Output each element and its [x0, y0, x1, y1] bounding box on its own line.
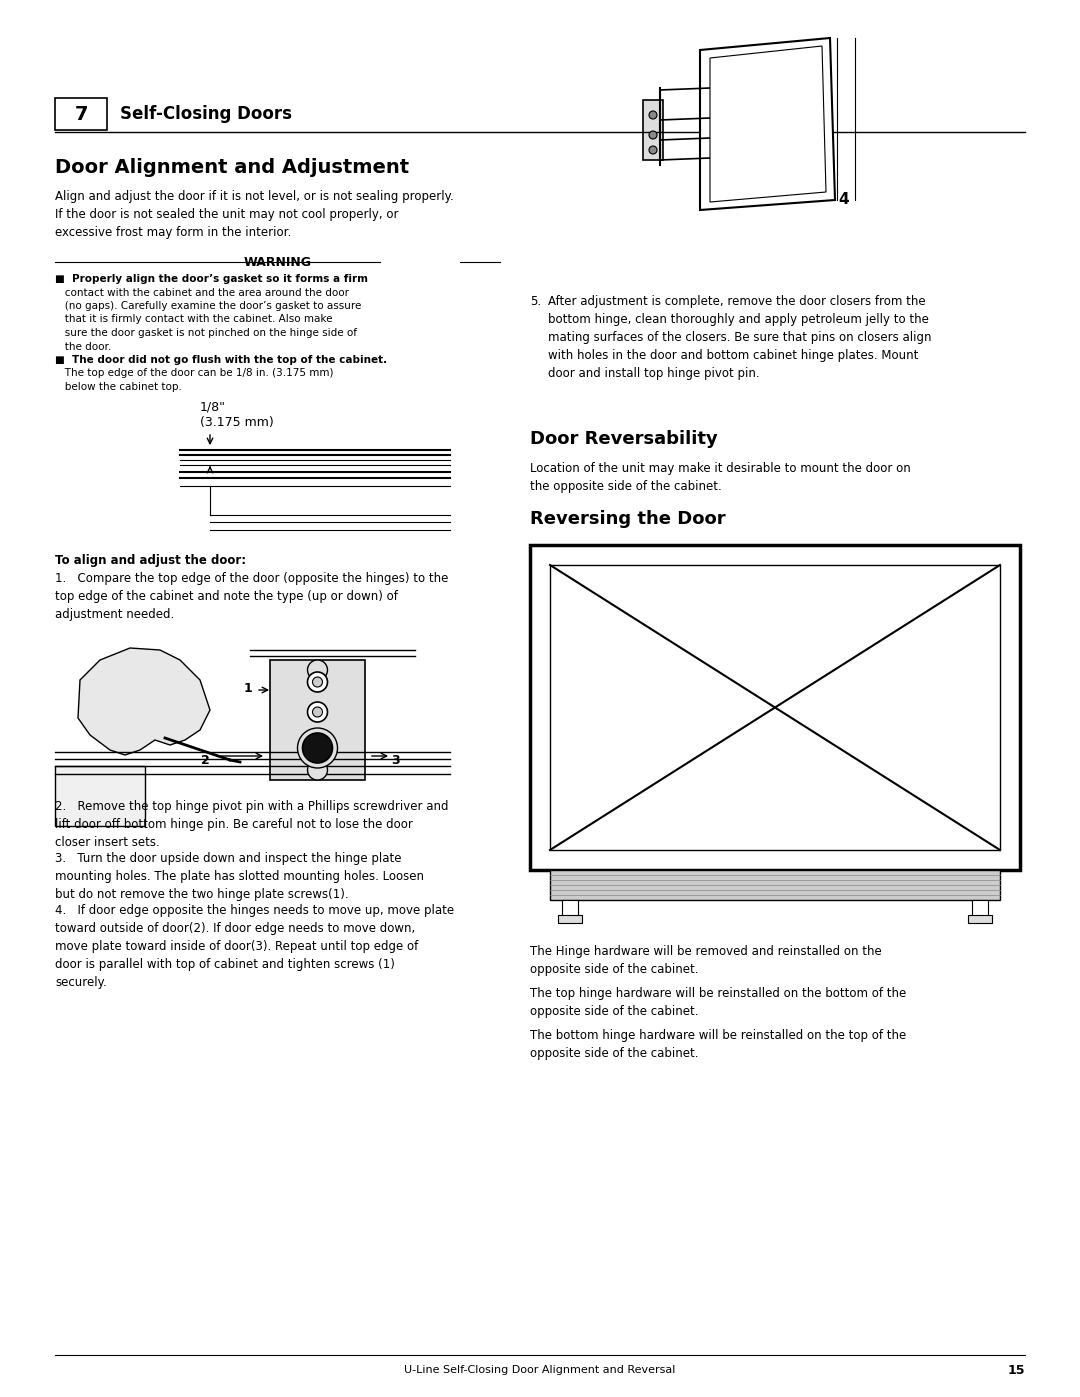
- Text: 1.   Compare the top edge of the door (opposite the hinges) to the
top edge of t: 1. Compare the top edge of the door (opp…: [55, 571, 448, 622]
- Circle shape: [308, 659, 327, 680]
- Text: The top edge of the door can be 1/8 in. (3.175 mm): The top edge of the door can be 1/8 in. …: [55, 369, 334, 379]
- Bar: [550, 564, 1000, 849]
- Circle shape: [312, 678, 323, 687]
- Text: 2: 2: [201, 753, 210, 767]
- Text: the door.: the door.: [55, 341, 111, 352]
- Bar: [643, 101, 663, 161]
- Text: Door Alignment and Adjustment: Door Alignment and Adjustment: [55, 158, 409, 177]
- Text: 5.: 5.: [530, 295, 541, 307]
- Bar: [530, 545, 1020, 870]
- Text: ■  Properly align the door’s gasket so it forms a firm: ■ Properly align the door’s gasket so it…: [55, 274, 368, 284]
- Bar: [968, 915, 993, 923]
- Text: sure the door gasket is not pinched on the hinge side of: sure the door gasket is not pinched on t…: [55, 328, 357, 338]
- Bar: [550, 870, 1000, 900]
- Text: WARNING: WARNING: [243, 256, 311, 268]
- Text: 3: 3: [391, 753, 400, 767]
- Text: Door Reversability: Door Reversability: [530, 430, 718, 448]
- Text: ■  The door did not go flush with the top of the cabinet.: ■ The door did not go flush with the top…: [55, 355, 387, 365]
- Text: The top hinge hardware will be reinstalled on the bottom of the
opposite side of: The top hinge hardware will be reinstall…: [530, 988, 906, 1018]
- Text: Align and adjust the door if it is not level, or is not sealing properly.
If the: Align and adjust the door if it is not l…: [55, 190, 454, 239]
- Polygon shape: [78, 648, 210, 754]
- Text: 4.   If door edge opposite the hinges needs to move up, move plate
toward outsid: 4. If door edge opposite the hinges need…: [55, 904, 454, 989]
- Circle shape: [308, 703, 327, 722]
- Text: 15: 15: [1008, 1363, 1025, 1376]
- Text: (no gaps). Carefully examine the door’s gasket to assure: (no gaps). Carefully examine the door’s …: [55, 300, 362, 312]
- Circle shape: [649, 131, 657, 138]
- Circle shape: [649, 147, 657, 154]
- Text: The Hinge hardware will be removed and reinstalled on the
opposite side of the c: The Hinge hardware will be removed and r…: [530, 944, 881, 977]
- Text: 1/8": 1/8": [200, 400, 226, 414]
- Circle shape: [297, 728, 337, 768]
- Text: Reversing the Door: Reversing the Door: [530, 510, 726, 528]
- Polygon shape: [700, 38, 835, 210]
- Text: After adjustment is complete, remove the door closers from the
bottom hinge, cle: After adjustment is complete, remove the…: [548, 295, 931, 380]
- Circle shape: [308, 760, 327, 780]
- Text: 4: 4: [838, 193, 849, 208]
- Circle shape: [649, 110, 657, 119]
- Text: below the cabinet top.: below the cabinet top.: [55, 381, 181, 393]
- Text: 2.   Remove the top hinge pivot pin with a Phillips screwdriver and
lift door of: 2. Remove the top hinge pivot pin with a…: [55, 800, 448, 849]
- Text: Location of the unit may make it desirable to mount the door on
the opposite sid: Location of the unit may make it desirab…: [530, 462, 910, 493]
- Bar: [562, 900, 578, 918]
- Text: that it is firmly contact with the cabinet. Also make: that it is firmly contact with the cabin…: [55, 314, 333, 324]
- Text: To align and adjust the door:: To align and adjust the door:: [55, 555, 246, 567]
- Text: (3.175 mm): (3.175 mm): [200, 416, 273, 429]
- Text: contact with the cabinet and the area around the door: contact with the cabinet and the area ar…: [55, 288, 349, 298]
- Bar: [55, 98, 107, 130]
- Text: 3.   Turn the door upside down and inspect the hinge plate
mounting holes. The p: 3. Turn the door upside down and inspect…: [55, 852, 424, 901]
- Bar: [558, 915, 582, 923]
- Text: U-Line Self-Closing Door Alignment and Reversal: U-Line Self-Closing Door Alignment and R…: [404, 1365, 676, 1375]
- Text: 7: 7: [75, 105, 87, 123]
- Bar: [270, 659, 365, 780]
- Circle shape: [308, 672, 327, 692]
- Polygon shape: [710, 46, 826, 203]
- Bar: [972, 900, 988, 918]
- Text: The bottom hinge hardware will be reinstalled on the top of the
opposite side of: The bottom hinge hardware will be reinst…: [530, 1030, 906, 1060]
- Circle shape: [312, 707, 323, 717]
- Text: Self-Closing Doors: Self-Closing Doors: [120, 105, 292, 123]
- Circle shape: [302, 733, 333, 763]
- Text: 1: 1: [243, 682, 252, 694]
- Bar: [55, 766, 145, 826]
